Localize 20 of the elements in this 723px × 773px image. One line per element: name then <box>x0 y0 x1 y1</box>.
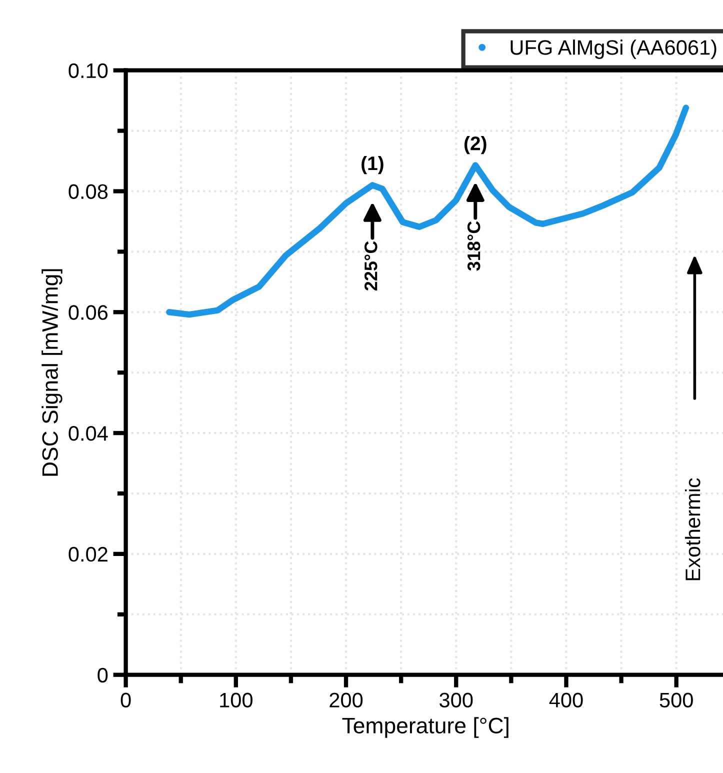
legend-label: UFG AlMgSi (AA6061) <box>510 40 716 59</box>
x-axis-title: Temperature [°C] <box>342 717 508 738</box>
y-tick-label: 0.04 <box>68 426 108 441</box>
annotation: Exothermic <box>684 478 700 580</box>
x-tick-label: 100 <box>220 692 252 708</box>
y-tick-label: 0.10 <box>68 63 108 78</box>
annotation: (2) <box>464 136 486 154</box>
y-axis-title: DSC Signal [mW/mg] <box>42 269 62 476</box>
y-tick-label: 0.08 <box>68 184 108 199</box>
annotation: 225°C <box>364 241 378 291</box>
y-tick-label: 0.06 <box>68 305 108 320</box>
y-tick-label: 0.02 <box>68 546 108 562</box>
x-tick-label: 200 <box>330 692 363 708</box>
x-tick-label: 500 <box>660 692 693 708</box>
x-tick-label: 300 <box>440 692 473 708</box>
annotation: 318°C <box>467 221 480 271</box>
x-tick-label: 400 <box>549 692 583 708</box>
y-tick-label: 0 <box>98 668 108 683</box>
x-tick-label: 0 <box>120 692 131 708</box>
annotation: (1) <box>362 156 384 174</box>
